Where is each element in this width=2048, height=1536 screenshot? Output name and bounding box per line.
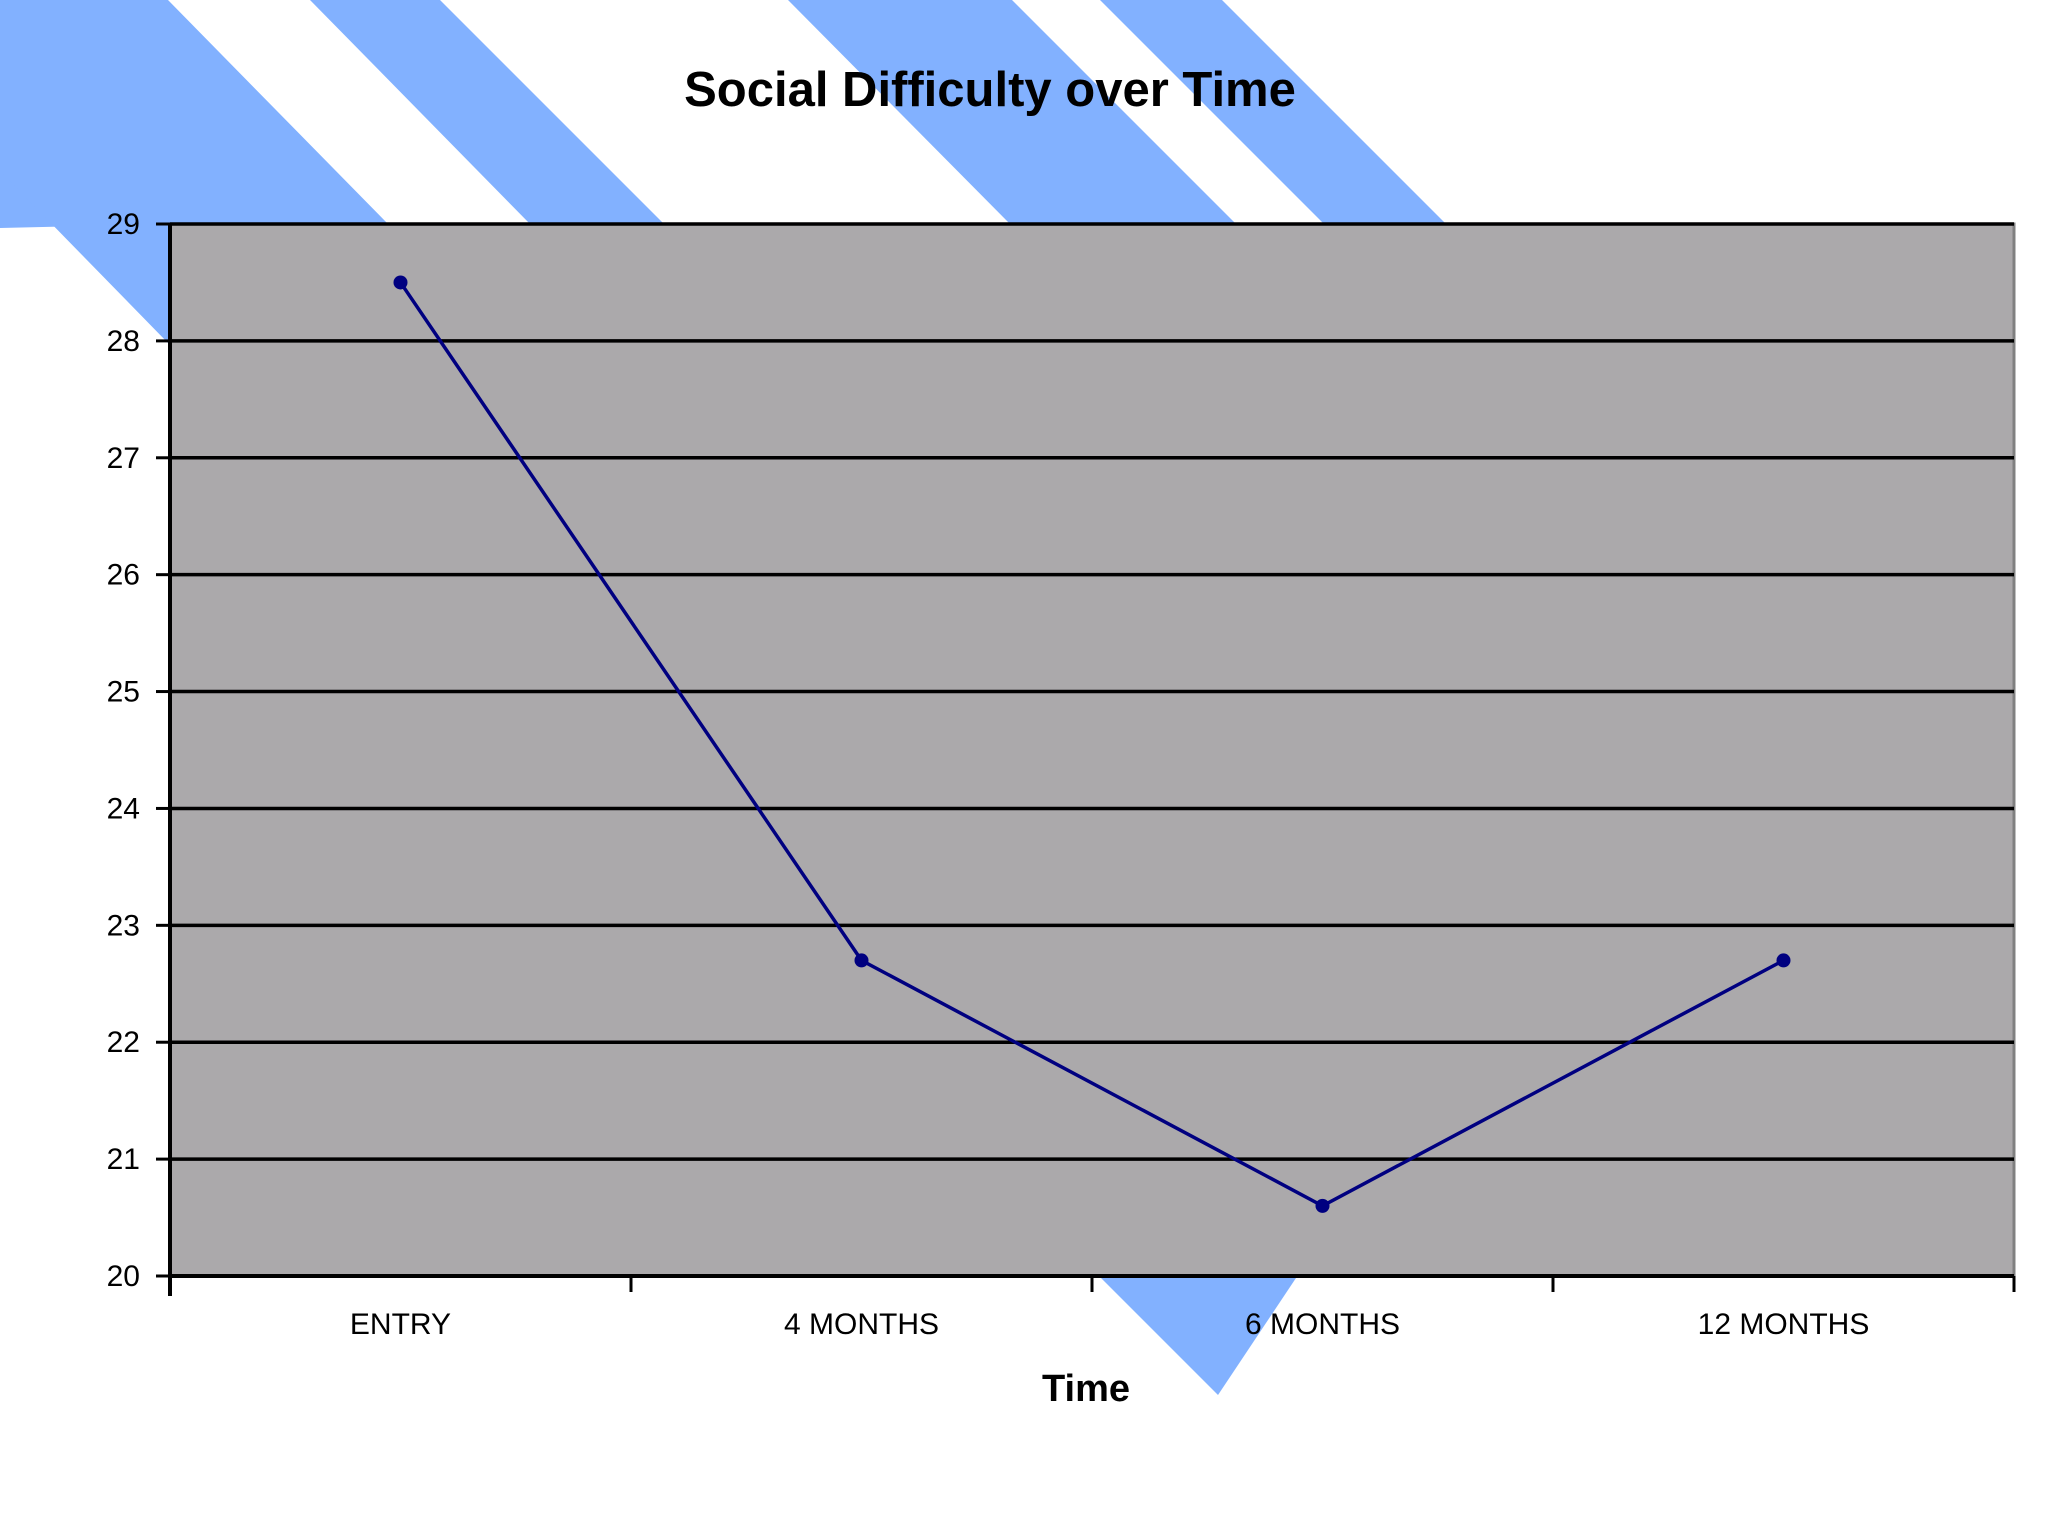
data-point [1315,1198,1330,1213]
x-tick-label: 12 MONTHS [1698,1308,1870,1341]
background-stripe [0,171,168,343]
y-tick-label: 27 [107,442,140,475]
background-stripe [788,0,1236,224]
y-tick-label: 22 [107,1026,140,1059]
data-point [1776,953,1791,968]
y-tick-label: 21 [107,1143,140,1176]
y-tick-label: 26 [107,559,140,592]
background-stripe [0,0,388,228]
data-point [854,953,869,968]
background-stripe [1100,0,1446,224]
background-stripe [310,0,664,224]
gridlines [170,222,2014,1161]
y-tick-label: 29 [107,208,140,241]
series-line [399,281,1785,1208]
background-stripe [1098,1275,1298,1395]
y-tick-label: 25 [107,676,140,709]
series [393,275,1791,1213]
data-point [393,275,408,290]
background-stripes [0,0,1446,1395]
x-tick-label: 4 MONTHS [784,1308,939,1341]
y-tick-label: 23 [107,909,140,942]
x-tick-label: 6 MONTHS [1245,1308,1400,1341]
y-tick-label: 20 [107,1260,140,1293]
chart-title: Social Difficulty over Time [684,63,1296,117]
y-tick-label: 24 [107,792,140,825]
tick-labels: 20 21 22 23 24 25 26 27 28 29 ENTRY 4 MONTHS 6 MONTH… [107,208,1870,1341]
x-axis-title: Time [1042,1368,1130,1410]
axes [156,222,2016,1296]
plot-area [168,222,2016,1278]
x-tick-label: ENTRY [350,1308,451,1341]
y-tick-label: 28 [107,325,140,358]
